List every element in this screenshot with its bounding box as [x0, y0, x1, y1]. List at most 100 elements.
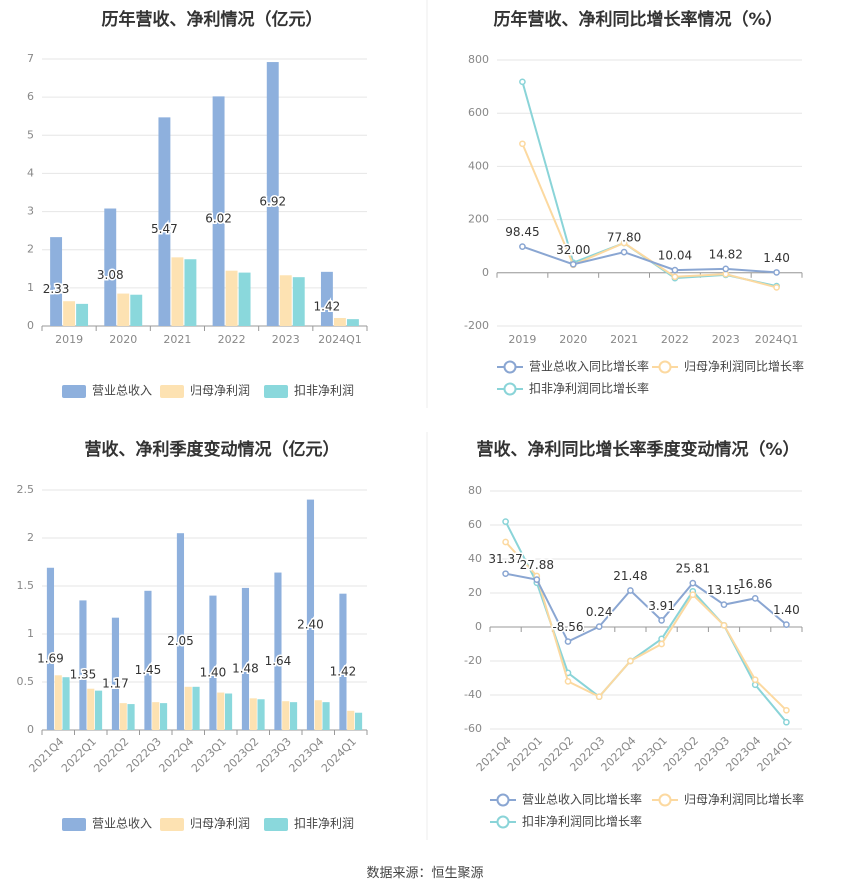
- data-point: [722, 270, 730, 278]
- bar-deducted-profit: [184, 259, 197, 326]
- x-tick-label: 2022: [218, 333, 246, 346]
- x-tick-label: 2024Q1: [319, 735, 359, 775]
- x-tick-label: 2024Q1: [755, 333, 799, 346]
- x-tick-label: 2022: [661, 333, 689, 346]
- bar-deducted-profit: [62, 677, 70, 730]
- x-tick-label: 2022Q4: [156, 735, 196, 775]
- bar-deducted-profit: [127, 704, 135, 730]
- legend-marker: [658, 793, 672, 807]
- data-label: 1.40: [200, 665, 227, 679]
- x-tick-label: 2021: [610, 333, 638, 346]
- x-tick-label: 2020: [559, 333, 587, 346]
- data-point: [519, 78, 526, 86]
- bar-net-profit: [54, 675, 62, 730]
- series-line-net-profit: [504, 541, 788, 712]
- chart-3: 营收、净利季度变动情况（亿元）00.511.522.52021Q42022Q12…: [17, 439, 368, 831]
- bar-deducted-profit: [292, 277, 305, 326]
- data-label: 1.40: [763, 251, 790, 265]
- y-tick-label: 0: [27, 723, 34, 736]
- y-tick-label: 200: [468, 213, 489, 226]
- series-line-revenue: [522, 245, 777, 274]
- data-point: [502, 518, 509, 525]
- legend-marker: [496, 815, 510, 829]
- bar-revenue: [50, 237, 63, 326]
- legend-label: 营业总收入同比增长率: [522, 792, 642, 807]
- series-line-net-profit: [521, 143, 777, 289]
- bar-revenue: [158, 117, 171, 326]
- data-point: [783, 718, 790, 726]
- bar-revenue: [241, 587, 250, 730]
- bar-net-profit: [152, 702, 160, 730]
- bar-revenue: [79, 600, 87, 730]
- data-label: 2.40: [297, 617, 324, 631]
- legend-label: 扣非净利润同比增长率: [529, 381, 649, 396]
- y-tick-label: 40: [468, 552, 482, 565]
- legend-label: 归母净利润: [190, 384, 250, 398]
- y-tick-label: 80: [468, 484, 482, 497]
- data-point: [773, 284, 780, 291]
- legend-label: 扣非净利润: [294, 384, 354, 398]
- y-tick-label: 20: [468, 586, 482, 599]
- bar-net-profit: [279, 275, 292, 326]
- data-point: [783, 621, 790, 628]
- series-line-deducted-profit: [504, 521, 788, 723]
- x-tick-label: 2019: [55, 333, 83, 346]
- data-label: 1.69: [37, 651, 64, 665]
- y-tick-label: 600: [468, 106, 489, 119]
- y-tick-label: 1: [27, 627, 34, 640]
- data-point: [533, 576, 541, 583]
- x-tick-label: 2021Q4: [26, 735, 66, 775]
- y-tick-label: 7: [27, 52, 34, 65]
- bar-net-profit: [217, 692, 225, 730]
- data-label: 1.42: [314, 299, 341, 313]
- data-point: [671, 266, 679, 274]
- data-label: 5.47: [151, 222, 178, 236]
- legend-marker: [503, 382, 517, 396]
- chart-title: 历年营收、净利情况（亿元）: [102, 9, 323, 30]
- data-point: [627, 657, 634, 665]
- bar-net-profit: [117, 293, 130, 326]
- legend-label: 营业总收入: [92, 384, 152, 398]
- x-tick-label: 2023Q2: [221, 735, 261, 775]
- bar-net-profit: [119, 703, 127, 730]
- y-tick-label: 1: [27, 281, 34, 294]
- legend-swatch: [160, 385, 184, 398]
- y-tick-label: 3: [27, 205, 34, 218]
- bar-revenue: [144, 590, 152, 730]
- y-tick-label: 60: [468, 518, 482, 531]
- chart-title: 营收、净利同比增长率季度变动情况（%）: [476, 439, 799, 460]
- chart-title: 营收、净利季度变动情况（亿元）: [85, 439, 340, 460]
- y-tick-label: 800: [468, 53, 489, 66]
- bar-revenue: [274, 572, 282, 730]
- x-tick-label: 2022Q1: [59, 735, 99, 775]
- data-label: 1.17: [102, 676, 129, 690]
- y-tick-label: 2: [27, 243, 34, 256]
- y-tick-label: 0.5: [17, 675, 35, 688]
- legend-label: 归母净利润同比增长率: [684, 359, 804, 374]
- bar-deducted-profit: [238, 272, 251, 326]
- data-label: 6.92: [259, 195, 286, 209]
- data-label: 1.40: [773, 603, 800, 617]
- bar-net-profit: [171, 257, 184, 326]
- data-point: [658, 640, 665, 648]
- bar-deducted-profit: [224, 693, 233, 730]
- data-label: 13.15: [707, 583, 741, 597]
- bar-net-profit: [184, 686, 192, 730]
- y-tick-label: 2: [27, 531, 34, 544]
- bar-net-profit: [282, 701, 290, 730]
- data-point: [720, 621, 728, 629]
- data-label: 2.33: [43, 282, 70, 296]
- x-tick-label: 2023Q4: [286, 735, 326, 775]
- y-tick-label: 5: [27, 128, 34, 141]
- y-tick-label: 2.5: [17, 483, 35, 496]
- bar-deducted-profit: [354, 712, 363, 730]
- y-tick-label: 0: [475, 620, 482, 633]
- data-point: [720, 601, 728, 608]
- legend-swatch: [264, 385, 288, 398]
- bar-revenue: [209, 595, 217, 730]
- data-point: [689, 579, 697, 587]
- x-tick-label: 2023Q1: [189, 735, 229, 775]
- data-label: 98.45: [505, 225, 539, 239]
- x-tick-label: 2021: [163, 333, 191, 346]
